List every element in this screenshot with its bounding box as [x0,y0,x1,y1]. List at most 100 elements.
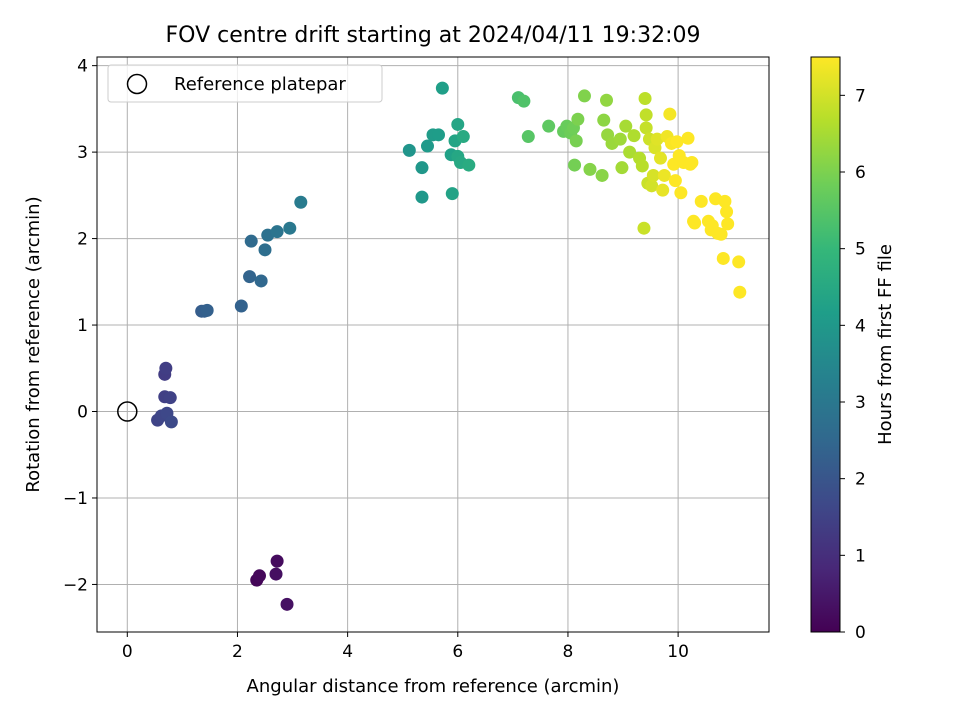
data-point [716,251,730,265]
x-tick-label: 6 [452,642,463,662]
data-point [294,195,308,209]
data-point [451,117,465,131]
data-point [269,567,283,581]
y-tick-label: 2 [77,230,88,250]
data-point [415,161,429,175]
data-point [639,121,653,135]
data-point [637,221,651,235]
data-point [646,168,660,182]
data-point [456,130,470,144]
data-point [252,569,266,583]
x-tick-label: 4 [342,642,353,662]
x-tick-label: 10 [667,642,689,662]
colorbar-tick-label: 4 [855,316,866,336]
reference-platepar-marker [117,401,138,422]
colorbar-tick-label: 1 [855,546,866,566]
data-point [569,134,583,148]
colorbar-gradient [810,56,841,633]
data-point [718,194,732,208]
data-point [668,174,682,188]
data-point [600,93,614,107]
colorbar-tick-label: 6 [855,163,866,183]
data-point [714,227,728,241]
y-axis-label: Rotation from reference (arcmin) [23,196,44,492]
legend-marker-reference [126,73,148,95]
data-point [674,186,688,200]
data-point [258,243,272,257]
data-point [657,168,671,182]
data-point [517,94,531,108]
data-point [445,187,459,201]
data-point [681,131,695,145]
colorbar-label: Hours from first FF file [875,244,896,445]
data-point [635,159,649,173]
y-tick-label: 3 [77,143,88,163]
data-point [653,151,667,165]
data-point [435,81,449,95]
data-point [627,129,641,143]
data-point [639,108,653,122]
data-point [721,217,735,231]
data-point [733,285,747,299]
data-point [694,194,708,208]
colorbar-ticks: 0 1 2 3 4 5 6 7 [840,86,866,643]
data-point [432,128,446,142]
data-point [244,234,258,248]
data-point [270,554,284,568]
data-point [402,143,416,157]
colorbar-tick-label: 3 [855,393,866,413]
data-point [254,274,268,288]
data-point [568,158,582,172]
y-tick-label: −1 [63,489,88,509]
x-tick-label: 8 [563,642,574,662]
data-point [542,119,556,133]
data-point [283,221,297,235]
data-point [645,179,659,193]
y-tick-label: 1 [77,316,88,336]
data-point [234,299,248,313]
data-point [280,597,294,611]
data-point [688,216,702,230]
data-point [619,119,633,133]
data-point [270,225,284,239]
data-point [650,132,664,146]
data-points [117,81,747,611]
x-tick-label: 0 [122,642,133,662]
data-point [615,161,629,175]
data-point [577,89,591,103]
data-point [415,190,429,204]
data-point [521,130,535,144]
data-point [571,112,585,126]
data-point [613,132,627,146]
colorbar-tick-label: 7 [855,86,866,106]
data-point [663,107,677,121]
data-point [159,361,173,375]
data-point [638,92,652,106]
data-point [656,183,670,197]
y-tick-label: 4 [77,57,88,77]
x-tick-label: 2 [232,642,243,662]
legend-label-reference: Reference platepar [174,74,346,95]
data-point [597,113,611,127]
chart-title: FOV centre drift starting at 2024/04/11 … [166,23,701,48]
data-point [163,391,177,405]
data-point [583,162,597,176]
data-point [623,145,637,159]
data-point [200,303,214,317]
y-tick-label: 0 [77,403,88,423]
y-axis-ticks: −2 −1 0 1 2 3 4 [63,57,97,595]
data-point [595,168,609,182]
legend-box [107,64,383,103]
colorbar: 0 1 2 3 4 5 6 7 Hours from first FF file [810,56,896,643]
colorbar-tick-label: 2 [855,470,866,490]
data-point [243,270,257,284]
y-tick-label: −2 [63,575,88,595]
colorbar-tick-label: 5 [855,240,866,260]
data-point [720,205,734,219]
plot-frame [96,56,770,633]
data-point [420,139,434,153]
data-point [732,255,746,269]
data-point [670,135,684,149]
x-axis-label: Angular distance from reference (arcmin) [247,676,620,697]
